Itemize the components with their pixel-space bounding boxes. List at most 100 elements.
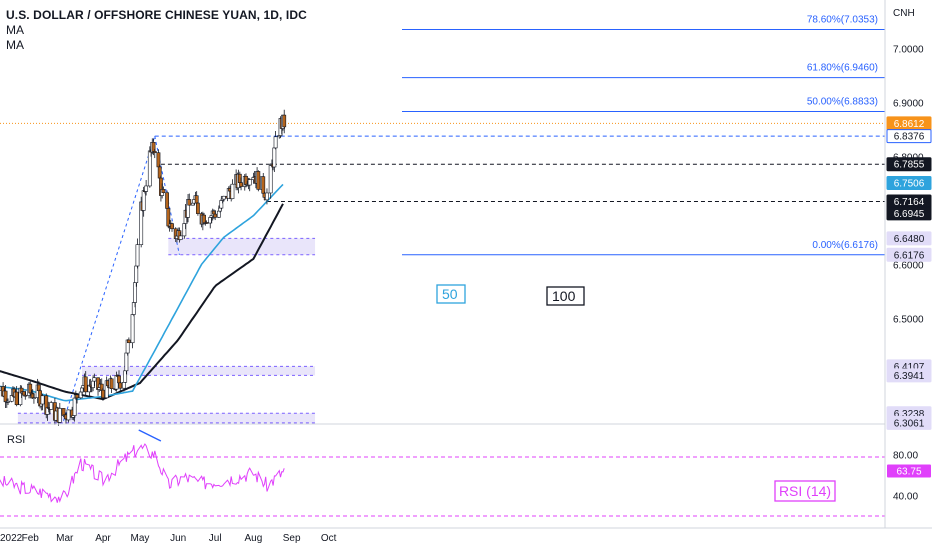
candle-body — [272, 147, 277, 168]
price-tick-4: 6.5000 — [893, 314, 924, 325]
candle-body — [118, 382, 123, 389]
candle-body — [83, 376, 88, 393]
time-tick-3: Apr — [95, 533, 111, 544]
candle-body — [261, 176, 266, 194]
candle-body — [122, 382, 126, 389]
rsi-badge: RSI (14) — [779, 483, 831, 499]
candle-body — [23, 394, 28, 397]
rsi-tick-0: 80.00 — [893, 450, 918, 461]
price-badge-bg-2 — [886, 157, 932, 172]
rsi-current-value: 63.75 — [896, 467, 921, 478]
ma100-label: 100 — [552, 288, 576, 304]
candle-body — [152, 151, 157, 154]
candle-body — [256, 171, 261, 190]
price-badge-1: 6.8376 — [894, 132, 925, 143]
price-tick-1: 6.9000 — [893, 98, 924, 109]
candle-body — [72, 397, 77, 416]
fib-label-2: 50.00%(6.8833) — [807, 96, 878, 107]
candle-body — [273, 136, 278, 149]
price-badge-7: 6.6176 — [894, 250, 925, 261]
candle-body — [126, 339, 131, 344]
price-badge-11: 6.3061 — [894, 418, 925, 429]
candle-body — [196, 202, 200, 214]
candle-body — [6, 400, 10, 403]
candlesticks — [0, 109, 287, 426]
candle-body — [194, 195, 199, 204]
candle-body — [14, 391, 19, 406]
price-badge-0: 6.8612 — [894, 119, 925, 130]
candle-body — [161, 189, 166, 193]
candle-body — [268, 165, 273, 194]
candle-body — [165, 192, 169, 209]
candle-body — [101, 389, 105, 399]
chart-legend: U.S. DOLLAR / OFFSHORE CHINESE YUAN, 1D,… — [6, 8, 307, 53]
price-badge-bg-9 — [886, 368, 932, 383]
time-tick-6: Jul — [209, 533, 222, 544]
ma100-line — [0, 203, 284, 401]
candle-body — [170, 223, 174, 230]
candle-body — [282, 114, 287, 128]
indicator-ma-2[interactable]: MA — [6, 38, 24, 52]
candle-body — [92, 377, 97, 382]
candle-body — [187, 199, 192, 206]
indicator-ma-1[interactable]: MA — [6, 23, 24, 37]
candle-body — [66, 409, 71, 421]
price-badge-bg-5 — [886, 206, 932, 221]
price-badge-bg-7 — [886, 247, 932, 262]
zone-1 — [82, 366, 316, 376]
rsi-line — [0, 443, 285, 503]
price-badge-5: 6.6945 — [894, 209, 925, 220]
candle-body — [134, 265, 139, 283]
price-tick-3: 6.6000 — [893, 260, 924, 271]
rsi-badge-box — [774, 480, 836, 502]
rsi-tick-1: 40.00 — [893, 491, 918, 502]
rsi-panel: 80.00 40.00 63.75 RSI (14) — [0, 429, 931, 517]
candle-body — [124, 352, 129, 372]
fib-trend-up — [63, 135, 156, 421]
candle-body — [213, 213, 218, 218]
symbol-title[interactable]: U.S. DOLLAR / OFFSHORE CHINESE YUAN, 1D,… — [6, 8, 307, 22]
ma50-label-box — [436, 284, 466, 304]
price-badge-10: 6.3238 — [894, 409, 925, 420]
candle-body — [178, 235, 183, 240]
support-zones — [17, 237, 316, 424]
price-badge-3: 6.7506 — [894, 179, 925, 190]
currency-label: CNH — [893, 8, 915, 19]
horizontal-lines — [0, 122, 885, 203]
time-tick-4: May — [131, 533, 150, 544]
rsi-divergence-line — [138, 429, 162, 442]
candle-body — [204, 222, 209, 224]
candle-body — [32, 397, 36, 399]
price-badge-6: 6.6480 — [894, 234, 925, 245]
time-tick-1: Feb — [22, 533, 40, 544]
zone-0 — [168, 238, 316, 255]
ma100-label-box — [546, 286, 585, 306]
time-tick-9: Oct — [321, 533, 337, 544]
price-tick-0: 7.0000 — [893, 45, 924, 56]
time-tick-0: 2022 — [0, 533, 23, 544]
price-badge-bg-3 — [886, 176, 932, 191]
price-badge-bg-6 — [886, 231, 932, 246]
price-badge-bg-1 — [886, 129, 932, 144]
candle-body — [109, 378, 114, 390]
fib-label-0: 78.60%(7.0353) — [807, 14, 878, 25]
fib-label-1: 61.80%(6.9460) — [807, 63, 878, 74]
rsi-current-bg — [887, 464, 931, 478]
candle-body — [130, 314, 135, 344]
price-badge-8: 6.4107 — [894, 362, 925, 373]
candle-body — [265, 192, 269, 201]
candle-body — [247, 179, 252, 186]
time-tick-8: Sep — [283, 533, 301, 544]
candle-body — [144, 185, 149, 192]
candle-body — [75, 394, 79, 399]
candle-body — [239, 182, 243, 187]
candle-body — [230, 183, 235, 199]
price-badge-9: 6.3941 — [894, 371, 925, 382]
candle-body — [221, 195, 226, 200]
price-badge-2: 6.7855 — [894, 160, 925, 171]
time-tick-7: Aug — [244, 533, 262, 544]
candle-body — [57, 408, 62, 423]
chart-labels: 50 100 — [436, 284, 585, 306]
